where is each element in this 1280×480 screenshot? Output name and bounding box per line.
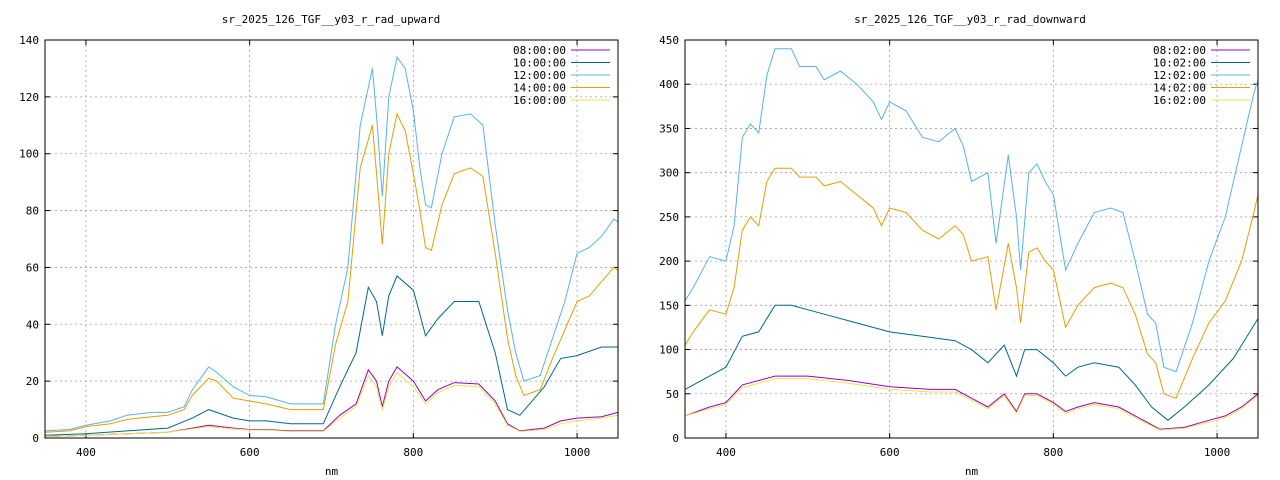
series-line-100200 — [685, 304, 1258, 421]
legend-label: 14:02:00 — [1153, 82, 1206, 95]
chart-title: sr_2025_126_TGF__y03_r_rad_upward — [222, 13, 441, 26]
legend-label: 12:02:00 — [1153, 69, 1206, 82]
legend-label: 10:02:00 — [1153, 57, 1206, 70]
y-tick-label: 120 — [19, 91, 39, 104]
x-tick-label: 600 — [240, 446, 260, 459]
legend-label: 08:00:00 — [513, 44, 566, 57]
series-line-120000 — [45, 55, 618, 432]
series-line-120200 — [685, 48, 1258, 373]
legend-label: 08:02:00 — [1153, 44, 1206, 57]
y-tick-label: 80 — [26, 205, 39, 218]
y-tick-label: 50 — [666, 388, 679, 401]
x-axis-label: nm — [325, 465, 339, 478]
y-tick-label: 140 — [19, 34, 39, 47]
legend-label: 16:00:00 — [513, 94, 566, 107]
y-tick-label: 350 — [659, 122, 679, 135]
x-tick-label: 1000 — [1204, 446, 1231, 459]
y-tick-label: 300 — [659, 167, 679, 180]
x-axis-label: nm — [965, 465, 979, 478]
y-tick-label: 250 — [659, 211, 679, 224]
series-line-080000 — [45, 366, 618, 438]
series-line-160200 — [685, 378, 1258, 431]
x-tick-label: 1000 — [564, 446, 591, 459]
y-tick-label: 100 — [19, 148, 39, 161]
series-line-160000 — [45, 371, 618, 438]
y-tick-label: 0 — [672, 432, 679, 445]
legend-label: 16:02:00 — [1153, 94, 1206, 107]
series-line-100000 — [45, 275, 618, 436]
y-tick-label: 60 — [26, 261, 39, 274]
x-tick-label: 800 — [1043, 446, 1063, 459]
x-tick-label: 600 — [880, 446, 900, 459]
y-tick-label: 450 — [659, 34, 679, 47]
y-tick-label: 0 — [32, 432, 39, 445]
legend-label: 10:00:00 — [513, 57, 566, 70]
series-line-080200 — [685, 375, 1258, 430]
plot-frame — [684, 39, 1259, 439]
y-tick-label: 150 — [659, 299, 679, 312]
series-line-140200 — [685, 167, 1258, 399]
y-tick-label: 400 — [659, 78, 679, 91]
x-tick-label: 400 — [76, 446, 96, 459]
x-tick-label: 400 — [716, 446, 736, 459]
plot-frame — [44, 39, 619, 439]
chart-title: sr_2025_126_TGF__y03_r_rad_downward — [854, 13, 1086, 26]
x-tick-label: 800 — [403, 446, 423, 459]
y-tick-label: 100 — [659, 344, 679, 357]
chart-1: sr_2025_126_TGF__y03_r_rad_upward 0 20 40 60… — [19, 13, 619, 478]
legend-label: 12:00:00 — [513, 69, 566, 82]
y-tick-label: 20 — [26, 375, 39, 388]
legend-label: 14:00:00 — [513, 82, 566, 95]
y-tick-label: 40 — [26, 318, 39, 331]
chart-2: sr_2025_126_TGF__y03_r_rad_downward 0 50 10… — [659, 13, 1259, 478]
y-tick-label: 200 — [659, 255, 679, 268]
series-line-140000 — [45, 112, 618, 433]
